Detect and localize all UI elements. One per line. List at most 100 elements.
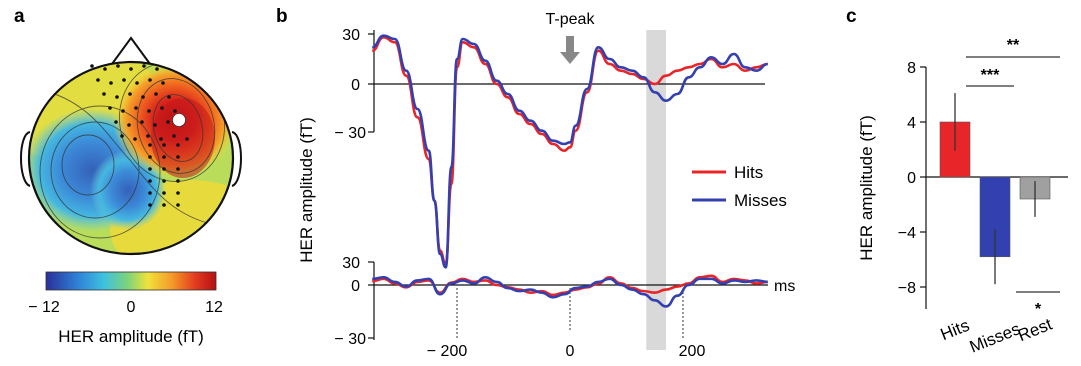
waveform-y-axis-label: HER amplitude (fT)	[297, 117, 316, 262]
sensor-dot	[162, 167, 166, 171]
head-outline	[27, 60, 235, 256]
bottom-tick-neg30: − 30	[334, 331, 366, 348]
top-tick-0: 0	[351, 77, 360, 94]
sensor-dot	[148, 167, 152, 171]
sensor-dot	[153, 123, 157, 127]
sensor-dot	[159, 137, 163, 141]
significance-brackets: ******	[966, 37, 1060, 318]
sensor-dot	[185, 137, 189, 141]
sensor-dot	[160, 106, 164, 110]
sensor-dot	[134, 106, 138, 110]
selected-sensor-marker	[172, 113, 186, 127]
sensor-dot	[141, 95, 145, 99]
sensor-dot	[176, 167, 180, 171]
waveform-bottom-misses	[372, 276, 768, 308]
sensor-dot	[122, 78, 126, 82]
colorbar-label: HER amplitude (fT)	[58, 327, 203, 346]
top-tick-neg30: − 30	[334, 125, 366, 142]
waveform-top-misses	[371, 34, 768, 269]
top-tick-30: 30	[342, 27, 360, 44]
sensor-dot	[148, 155, 152, 159]
sensor-dot	[148, 78, 152, 82]
down-arrow-icon	[560, 36, 580, 64]
sensor-dot	[135, 81, 139, 85]
sensor-dot	[162, 143, 166, 147]
sensor-dot	[172, 134, 176, 138]
sensor-dot	[146, 134, 150, 138]
nose-icon	[111, 36, 151, 65]
sensor-dot	[103, 67, 107, 71]
colorbar-gradient	[45, 271, 217, 291]
panel-letter-b: b	[276, 6, 288, 27]
sensor-dot	[128, 92, 132, 96]
sensor-dot	[133, 137, 137, 141]
sensor-dot	[154, 92, 158, 96]
significance-label: **	[1007, 37, 1020, 54]
bars	[939, 93, 1051, 285]
sensor-dot	[121, 109, 125, 113]
bar-y-tick-label: 8	[907, 60, 916, 77]
x-tick-200: 200	[679, 343, 706, 360]
sensor-dot	[116, 64, 120, 68]
bar-y-tick-label: 0	[907, 170, 916, 187]
bottom-tick-30: 30	[342, 255, 360, 272]
waveform-lines	[371, 34, 768, 308]
sensor-dot	[120, 134, 124, 138]
highlight-time-window	[646, 30, 667, 350]
sensor-dot	[96, 78, 100, 82]
panel-letter-c: c	[846, 6, 857, 27]
sensor-dot	[176, 155, 180, 159]
sensor-dot	[176, 203, 180, 207]
sensor-dot	[167, 95, 171, 99]
colorbar-tick-max: 12	[205, 299, 223, 316]
panel-letter-a: a	[14, 6, 25, 27]
sensor-dot	[176, 179, 180, 183]
legend-misses-label: Misses	[734, 191, 787, 210]
sensor-dot	[161, 81, 165, 85]
bar-y-tick-label: −4	[898, 225, 916, 242]
bar-y-tick-label: −8	[898, 280, 916, 297]
x-tick-0: 0	[566, 343, 575, 360]
left-ear-icon	[20, 131, 31, 187]
waveform-panel: 30 0 − 30 30 0 − 30 − 200 0 200 ms HER a…	[297, 11, 795, 360]
colorbar-tick-zero: 0	[127, 299, 136, 316]
sensor-dot	[148, 203, 152, 207]
sensor-dot	[114, 120, 118, 124]
sensor-dot	[109, 81, 113, 85]
bottom-tick-0: 0	[351, 278, 360, 295]
bar-y-axis-label: HER amplitude (fT)	[857, 115, 876, 260]
legend-hits-label: Hits	[734, 163, 763, 182]
topographic-head-map	[20, 36, 242, 256]
sensor-dot	[166, 120, 170, 124]
sensor-dot	[155, 67, 159, 71]
sensor-dot	[148, 191, 152, 195]
significance-label: ***	[981, 67, 1000, 84]
sensor-dot	[162, 203, 166, 207]
sensor-dot	[148, 143, 152, 147]
right-ear-icon	[231, 131, 242, 187]
sensor-dot	[102, 92, 106, 96]
sensor-dot	[148, 179, 152, 183]
sensor-dot	[142, 64, 146, 68]
sensor-dot	[162, 191, 166, 195]
sensor-dot	[176, 191, 180, 195]
waveform-top-hits	[371, 36, 768, 266]
waveform-legend: Hits Misses	[692, 163, 787, 210]
sensor-dot	[90, 64, 94, 68]
sensor-dot	[129, 67, 133, 71]
sensor-dot	[140, 120, 144, 124]
sensor-dot	[176, 143, 180, 147]
significance-label: *	[1035, 301, 1042, 318]
x-unit-label: ms	[774, 278, 795, 295]
bar-x-label-misses: Misses	[967, 319, 1023, 356]
t-peak-label: T-peak	[546, 11, 596, 28]
x-tick-neg200: − 200	[427, 343, 468, 360]
bar-y-ticks: 8 4 0 −4 −8	[898, 60, 926, 297]
sensor-dot	[127, 123, 131, 127]
bar-x-label-rest: Rest	[1015, 314, 1055, 345]
sensor-dot	[108, 106, 112, 110]
colorbar-tick-min: − 12	[28, 299, 60, 316]
sensor-dots	[90, 64, 189, 207]
